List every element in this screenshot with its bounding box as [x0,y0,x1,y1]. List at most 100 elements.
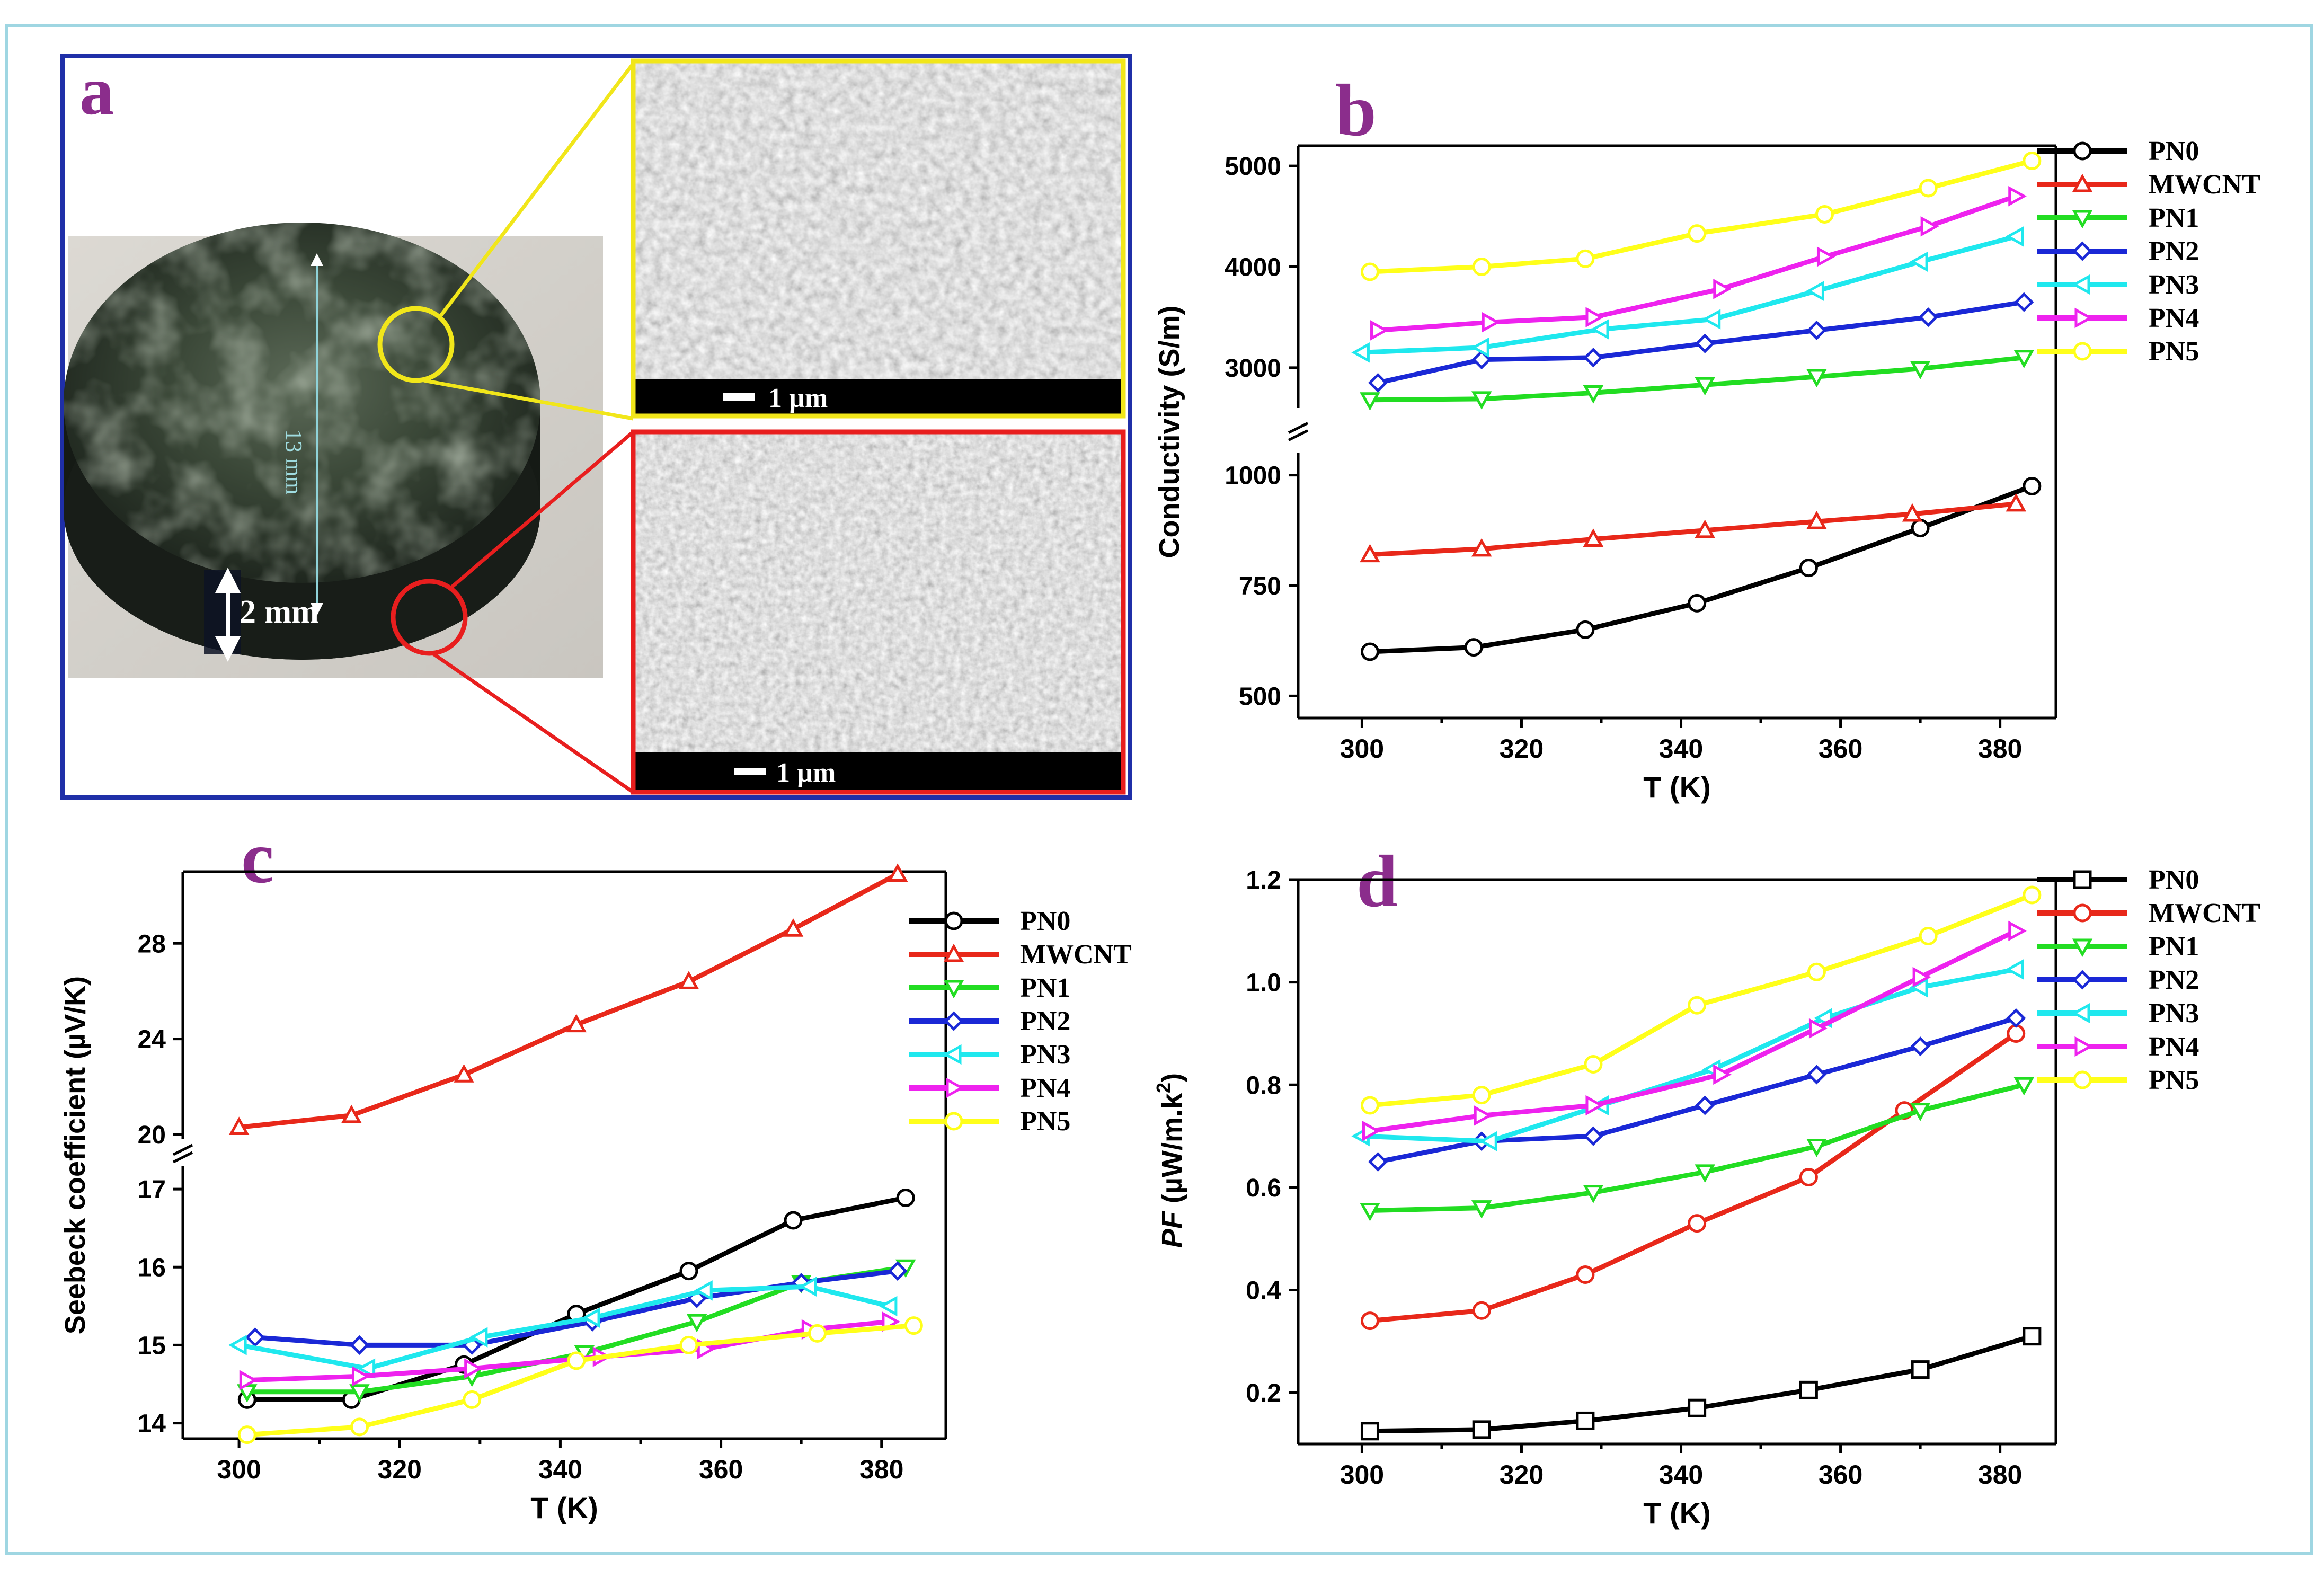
data-point-pn1 [2013,350,2035,368]
data-point-pn4 [1912,967,1931,988]
legend-item-pn4: PN4 [2037,1032,2199,1062]
legend-item-pn4: PN4 [2037,303,2199,333]
sem-bottom-texture [633,432,1123,792]
data-point-pn1 [1583,385,1604,404]
sem-bottom-scalebar-strip [634,752,1122,791]
y-tick-label-4000: 4000 [1225,253,1281,281]
data-point-pn0 [1576,1411,1595,1430]
conductivity-chart: 300 320 340 360 380 500 750 1000 3000 4000 5000 T (… [1154,136,2260,804]
data-point-pn0 [896,1188,915,1207]
y-tick-label-5000: 5000 [1225,153,1281,181]
data-point-pn1 [1360,392,1380,411]
sem-top-scalebar [723,393,755,401]
data-point-pn2 [1806,320,1826,340]
x-tick-label-360: 360 [1819,734,1862,764]
x-tick-label-320: 320 [378,1455,422,1484]
data-point-mwcnt [678,971,699,989]
data-point-pn3 [228,1335,247,1355]
side-zoom-circle [391,579,468,656]
sem-top-scalebar-label: 1 µm [768,383,828,413]
data-point-pn4 [1474,1105,1493,1126]
side-zoom-line-2 [431,651,634,794]
data-point-pn4 [1370,320,1389,341]
top-zoom-circle [377,306,455,383]
x-tick-label-380: 380 [1978,1460,2022,1490]
legend-label-pn5: PN5 [1020,1106,1070,1137]
data-point-pn3 [469,1327,488,1348]
legend-item-pn5: PN5 [2037,336,2199,367]
x-tick-label-320: 320 [1500,734,1544,764]
series-line-pn5 [1370,158,2033,274]
data-point-pn0 [2023,477,2042,495]
legend-label-pn4: PN4 [2149,303,2199,333]
x-tick-label-380: 380 [1978,734,2022,764]
data-point-pn5 [1807,962,1826,981]
thickness-label: 2 mm [240,594,319,630]
top-zoom-line-2 [423,378,634,421]
legend-label-pn0: PN0 [1020,906,1070,936]
legend-marker-pn2 [944,1011,964,1031]
series-pn5 [1360,152,2042,281]
legend-marker-pn3 [943,1044,962,1065]
data-point-pn1 [1360,1202,1380,1221]
sem-bottom-frame [631,429,1126,795]
y-axis-label-italic: PF [1156,1210,1188,1248]
legend-marker-mwcnt [943,943,964,962]
data-point-pn2 [2014,292,2034,312]
data-point-mwcnt [1695,519,1715,538]
pellet-photo: 13 mm 2 mm [64,62,635,794]
y-axis-label-units: (µW/m.k [1156,1093,1188,1211]
data-point-mwcnt [566,1014,587,1033]
panel-c-label: c [241,817,274,899]
data-point-pn1 [1583,1185,1604,1203]
y-tick-label-16: 16 [138,1254,166,1282]
y-axis-label: Conductivity (S/m) [1154,305,1185,558]
data-point-pn0 [1576,620,1595,639]
power-factor-chart: 300 320 340 360 380 0.2 0.4 0.6 0.8 1.0 1.2 T (K) PF… [1152,865,2260,1530]
x-tick-label-360: 360 [1819,1460,1862,1490]
data-point-pn5 [904,1316,923,1335]
sem-top-scalebar-strip [634,379,1122,415]
data-point-pn2 [888,1261,908,1281]
data-point-pn0 [1464,638,1483,657]
x-axis-label: T (K) [1643,770,1711,804]
data-point-pn3 [581,1307,600,1328]
legend-item-pn4: PN4 [909,1073,1070,1103]
series-mwcnt [1360,1024,2026,1331]
data-point-pn0 [1360,1422,1379,1441]
thickness-bar [204,570,241,654]
data-point-pn0 [1911,519,1930,538]
series-pn5 [1360,885,2042,1115]
sem-image-bottom: 1 µm [631,429,1126,795]
legend-marker-pn5 [944,1112,963,1131]
legend-label-pn2: PN2 [2149,965,2199,995]
x-axis-label: T (K) [530,1491,598,1524]
legend-item-pn3: PN3 [909,1040,1070,1070]
data-point-pn5 [1360,1096,1379,1115]
data-point-mwcnt [1902,503,1923,522]
legend-item-pn1: PN1 [2037,203,2199,233]
data-point-pn3 [879,1296,898,1317]
data-point-pn2 [1583,1126,1603,1146]
legend-item-pn2: PN2 [2037,236,2199,267]
data-point-pn5 [567,1351,586,1370]
data-point-pn5 [1472,1086,1491,1105]
data-point-pn0 [1799,559,1818,578]
legend-label-pn1: PN1 [2149,932,2199,962]
data-point-pn1 [1695,377,1715,396]
legend-label-pn5: PN5 [2149,1065,2199,1095]
data-point-pn3 [1351,342,1370,363]
legend-marker-pn0 [944,911,963,930]
data-point-pn4 [351,1366,370,1387]
sem-image-top: 1 µm [631,58,1126,419]
series-line-pn4 [247,1319,890,1383]
data-point-pn0 [1799,1380,1818,1399]
data-point-pn0 [784,1211,803,1230]
data-point-pn3 [1590,319,1609,340]
y-tick-label-1-2: 1.2 [1246,866,1281,894]
figure-border [5,24,2313,1555]
legend-item-pn2: PN2 [2037,965,2199,995]
legend-item-pn1: PN1 [2037,932,2199,962]
data-point-pn2 [1910,1036,1930,1057]
legend-label-pn2: PN2 [2149,236,2199,267]
